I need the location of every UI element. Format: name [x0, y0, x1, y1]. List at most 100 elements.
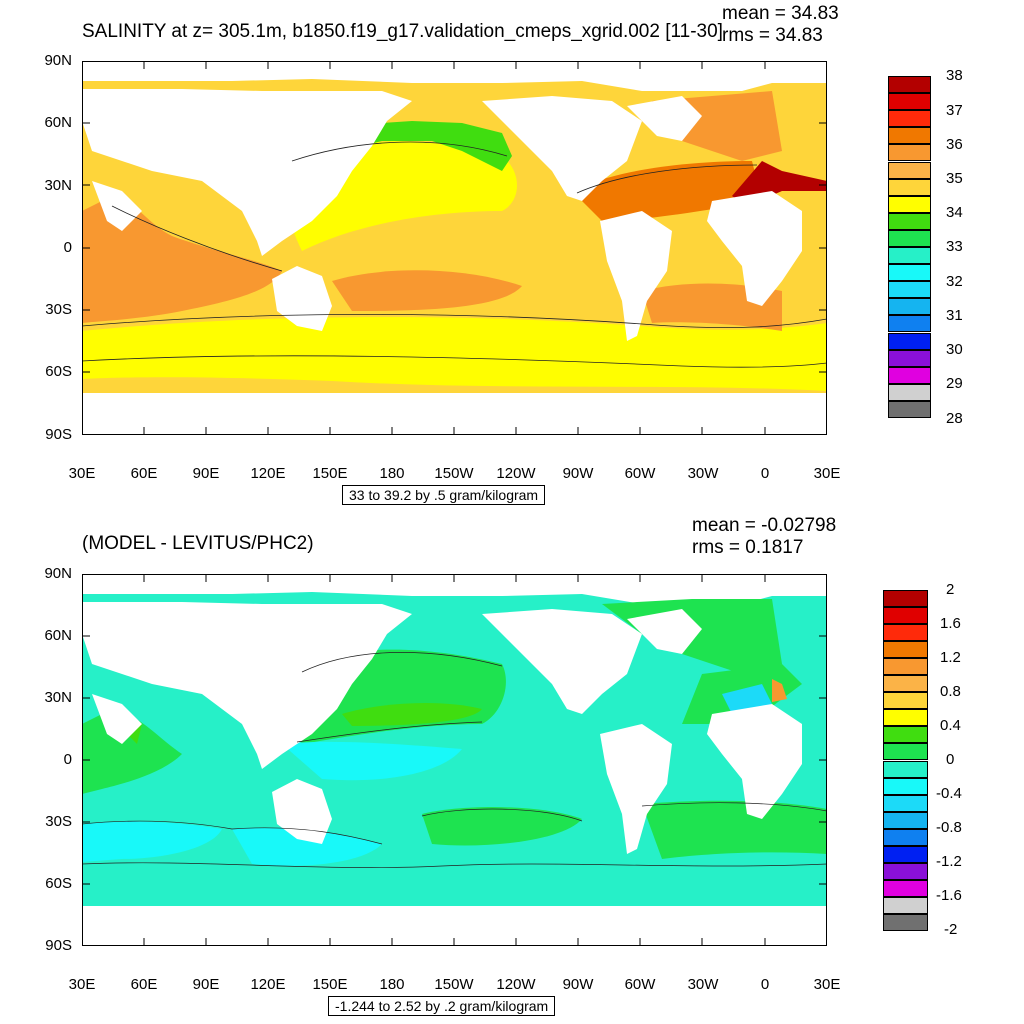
colorbar-swatch: [888, 332, 931, 350]
x-tick-label: 120E: [250, 976, 286, 993]
x-tick-label: 30E: [68, 465, 96, 482]
x-tick-label: 30E: [813, 976, 841, 993]
landmass-australia: [272, 779, 332, 844]
salinity-panel: SALINITY at z= 305.1m, b1850.f19_g17.val…: [44, 4, 963, 505]
colorbar-swatch: [888, 110, 931, 128]
x-tick-label: 30E: [813, 465, 841, 482]
colorbar-label: 28: [946, 410, 963, 427]
difference-panel: (MODEL - LEVITUS/PHC2) mean = -0.02798 r…: [0, 512, 1024, 1024]
colorbar-label: 30: [946, 341, 963, 358]
colorbar-swatch: [883, 828, 928, 846]
y-tick-label: 30S: [45, 813, 72, 830]
colorbar-label: 32: [946, 273, 963, 290]
x-tick-label: 180: [379, 976, 405, 993]
y-tick-label: 90N: [44, 52, 72, 69]
colorbar-label: 36: [946, 136, 963, 153]
salinity-map-plot: [82, 61, 827, 435]
colorbar-swatch: [883, 845, 928, 863]
colorbar-swatch: [883, 658, 928, 676]
x-tick-label: 120W: [496, 465, 536, 482]
y-tick-label: 60N: [44, 627, 72, 644]
colorbar-swatch: [883, 862, 928, 880]
colorbar-swatch: [888, 383, 931, 401]
x-tick-label: 90W: [562, 976, 594, 993]
colorbar-swatch: [883, 794, 928, 812]
x-tick-label: 90E: [192, 465, 220, 482]
x-tick-label: 0: [760, 465, 770, 482]
salinity-band-34-south: [82, 316, 827, 391]
colorbar-swatch: [883, 709, 928, 727]
colorbar-swatch: [888, 298, 931, 316]
colorbar-swatch: [888, 264, 931, 282]
landmass-africa: [707, 704, 802, 819]
y-tick-label: 30N: [44, 689, 72, 706]
colorbar-swatch: [888, 229, 931, 247]
salinity-rms-label: rms = 34.83: [722, 25, 823, 46]
colorbar-swatch: [888, 76, 931, 94]
y-tick-label: 90N: [44, 565, 72, 582]
colorbar-label: 38: [946, 67, 963, 84]
x-tick-label: 150W: [434, 465, 474, 482]
colorbar-swatch: [883, 760, 928, 778]
difference-colorbar: [883, 590, 928, 931]
difference-map-plot: [82, 574, 827, 946]
colorbar-swatch: [883, 811, 928, 829]
salinity-map-svg: [82, 61, 827, 435]
x-tick-label: 90E: [192, 976, 220, 993]
colorbar-swatch: [883, 590, 928, 608]
y-tick-label: 90S: [45, 426, 72, 443]
colorbar-label: 0: [946, 751, 955, 768]
colorbar-label: 2: [946, 581, 955, 598]
salinity-band-35-pacific: [332, 270, 522, 311]
colorbar-swatch: [888, 212, 931, 230]
landmass-south-america: [600, 211, 672, 341]
colorbar-swatch: [883, 607, 928, 625]
y-tick-label: 0: [63, 239, 72, 256]
x-tick-label: 60W: [624, 976, 656, 993]
colorbar-label: 33: [946, 238, 963, 255]
x-tick-label: 0: [760, 976, 770, 993]
colorbar-swatch: [883, 675, 928, 693]
colorbar-swatch: [888, 281, 931, 299]
colorbar-swatch: [888, 127, 931, 145]
colorbar-swatch: [883, 726, 928, 744]
x-tick-label: 60E: [130, 465, 158, 482]
x-tick-label: 150W: [434, 976, 474, 993]
colorbar-swatch: [888, 247, 931, 265]
landmass-asia: [82, 81, 412, 256]
x-tick-label: 180: [379, 465, 405, 482]
x-tick-label: 120E: [250, 465, 286, 482]
colorbar-swatch: [888, 366, 931, 384]
difference-map-title: (MODEL - LEVITUS/PHC2): [82, 533, 314, 554]
colorbar-label: 29: [946, 375, 963, 392]
x-tick-label: 60E: [130, 976, 158, 993]
x-tick-label: 60W: [624, 465, 656, 482]
x-tick-label: 150E: [312, 976, 348, 993]
difference-rms-label: rms = 0.1817: [692, 537, 804, 558]
colorbar-label: 37: [946, 102, 963, 119]
colorbar-swatch: [888, 400, 931, 418]
landmass-north-america: [482, 96, 642, 201]
colorbar-label: -1.2: [936, 853, 962, 870]
colorbar-label: 1.2: [940, 649, 961, 666]
colorbar-swatch: [888, 315, 931, 333]
y-tick-label: 30S: [45, 301, 72, 318]
salinity-map-title: SALINITY at z= 305.1m, b1850.f19_g17.val…: [82, 21, 723, 42]
x-tick-label: 150E: [312, 465, 348, 482]
salinity-band-35-indian: [82, 199, 282, 323]
colorbar-swatch: [883, 641, 928, 659]
landmass-asia: [82, 594, 412, 769]
colorbar-label: 35: [946, 170, 963, 187]
x-tick-label: 30E: [68, 976, 96, 993]
x-tick-label: 30W: [687, 976, 719, 993]
y-tick-label: 60N: [44, 114, 72, 131]
colorbar-swatch: [888, 161, 931, 179]
salinity-colorbar: [888, 76, 931, 418]
x-tick-label: 120W: [496, 976, 536, 993]
salinity-contour-info: 33 to 39.2 by .5 gram/kilogram: [342, 485, 546, 505]
colorbar-swatch: [883, 777, 928, 795]
colorbar-swatch: [883, 879, 928, 897]
colorbar-label: 0.8: [940, 683, 961, 700]
difference-contour-info: -1.244 to 2.52 by .2 gram/kilogram: [328, 996, 556, 1016]
landmass-antarctica: [82, 906, 827, 946]
